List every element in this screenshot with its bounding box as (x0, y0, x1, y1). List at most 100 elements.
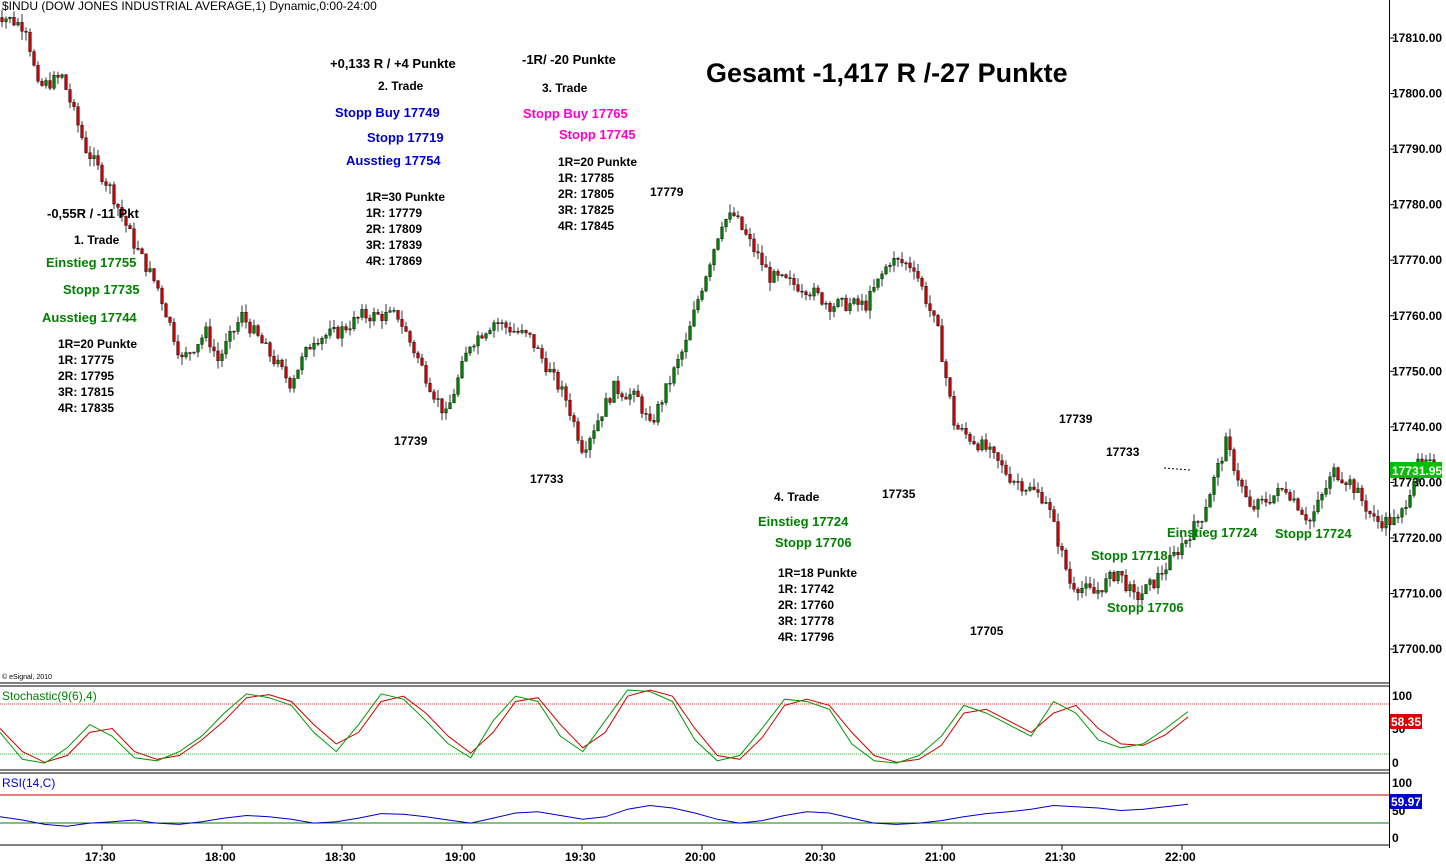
candle-body (180, 354, 184, 358)
stoch-tick: 0 (1392, 756, 1399, 770)
trade1-level: 3R: 17815 (58, 385, 114, 399)
candle-body (208, 326, 212, 348)
candle-body (592, 430, 596, 439)
candle-body (632, 390, 636, 395)
candle-body (80, 124, 84, 138)
price-label: 17779 (650, 185, 684, 199)
candle-body (468, 346, 472, 354)
candle-body (996, 452, 1000, 461)
y-tick-label: 17760.00 (1392, 309, 1442, 323)
candle-body (568, 400, 572, 416)
candle-body (1308, 519, 1312, 522)
candle-body (1216, 463, 1220, 478)
trade4-stop: Stopp 17706 (775, 535, 852, 550)
candle-body (660, 402, 664, 405)
candle-body (256, 325, 260, 336)
candle-body (848, 303, 852, 311)
candle-body (56, 75, 60, 78)
candle-body (672, 367, 676, 384)
candle-body (1000, 460, 1004, 466)
candle-body (604, 398, 608, 417)
candle-body (880, 273, 884, 280)
candle-body (324, 335, 328, 339)
candle-body (820, 292, 824, 305)
candle-body (988, 446, 992, 450)
candle-body (340, 326, 344, 339)
y-tick-label: 17790.00 (1392, 142, 1442, 156)
candle-body (780, 274, 784, 276)
candle-body (864, 300, 868, 311)
candle-body (1040, 492, 1044, 504)
candle-body (704, 276, 708, 292)
candle-body (648, 413, 652, 421)
candle-body (728, 212, 732, 220)
candle-body (448, 402, 452, 410)
price-pane: 17700.00 17710.00 17720.00 17730.00 17740.00… (0, 0, 1442, 848)
candle-body (28, 31, 32, 52)
candle-body (800, 290, 804, 293)
candle-body (600, 416, 604, 421)
candle-body (516, 330, 520, 333)
candle-body (620, 393, 624, 398)
candle-body (372, 312, 376, 322)
rsi-line (0, 803, 1189, 827)
price-y-axis: 17700.00 17710.00 17720.00 17730.00 17740.00… (1389, 31, 1442, 656)
candle-body (456, 377, 460, 395)
price-label: 17735 (882, 487, 916, 501)
candle-body (176, 341, 180, 356)
stoch-value-badge (1390, 714, 1422, 729)
candle-body (172, 322, 176, 342)
trade1-result: -0,55R / -11 Pkt (47, 206, 139, 221)
stoch-title: Stochastic(9(6),4) (2, 689, 97, 703)
candle-body (1260, 498, 1264, 501)
candle-body (1116, 570, 1120, 582)
candle-body (144, 253, 148, 272)
candle-body (392, 310, 396, 312)
candle-body (1120, 570, 1124, 576)
candle-body (432, 391, 436, 400)
candle-body (1356, 487, 1360, 493)
trade2-level: 4R: 17869 (366, 254, 422, 268)
stoch-k-line (0, 689, 1189, 764)
candle-body (960, 428, 964, 430)
candle-body (192, 351, 196, 354)
candle-body (1384, 516, 1388, 529)
x-tick-label: 19:00 (445, 850, 476, 864)
candle-body (1092, 587, 1096, 594)
candle-body (352, 317, 356, 330)
candle-body (588, 438, 592, 450)
candle-body (896, 258, 900, 260)
candle-body (424, 365, 428, 384)
trade1-title: 1. Trade (74, 233, 120, 247)
rsi-title: RSI(14,C) (2, 776, 55, 790)
y-tick-label: 17750.00 (1392, 364, 1442, 378)
candle-body (1392, 517, 1396, 525)
stoch-value: 58.35 (1391, 715, 1421, 729)
y-tick-label: 17810.00 (1392, 31, 1442, 45)
candle-body (1052, 509, 1056, 522)
candle-body (296, 369, 300, 379)
candle-body (936, 315, 940, 327)
candle-body (1208, 494, 1212, 508)
candle-body (364, 309, 368, 319)
candle-body (1048, 502, 1052, 510)
candle-body (232, 330, 236, 333)
candle-body (1388, 516, 1392, 525)
candle-body (1088, 583, 1092, 588)
candle-body (272, 355, 276, 365)
trade3-stop: Stopp 17745 (559, 127, 636, 142)
candle-body (1400, 508, 1404, 518)
candle-body (1360, 487, 1364, 502)
trade3-level: 2R: 17805 (558, 187, 614, 201)
candle-body (400, 319, 404, 327)
x-tick-label: 18:30 (325, 850, 356, 864)
candle-body (0, 17, 4, 22)
candle-body (1148, 579, 1152, 585)
candle-body (64, 74, 68, 90)
candle-body (852, 298, 856, 304)
candle-body (240, 312, 244, 323)
candle-body (100, 164, 104, 182)
candle-body (1004, 464, 1008, 475)
candle-body (548, 368, 552, 373)
